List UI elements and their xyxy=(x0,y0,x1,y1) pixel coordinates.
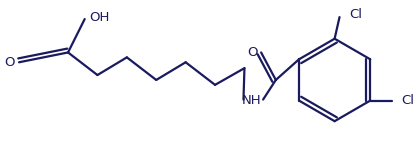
Text: NH: NH xyxy=(242,94,261,107)
Text: Cl: Cl xyxy=(349,8,362,21)
Text: Cl: Cl xyxy=(402,94,415,107)
Text: O: O xyxy=(247,46,257,59)
Text: O: O xyxy=(4,56,15,69)
Text: OH: OH xyxy=(89,11,110,24)
